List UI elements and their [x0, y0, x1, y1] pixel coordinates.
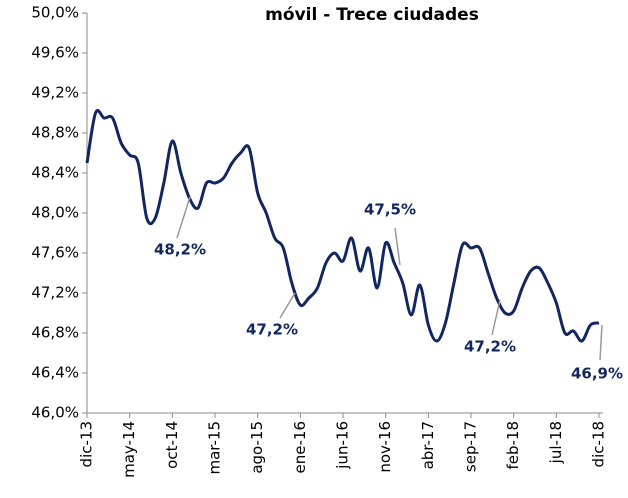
- x-tick-label: oct-14: [163, 421, 181, 469]
- x-tick-label: sep-17: [462, 421, 480, 472]
- y-tick-label: 46,0%: [31, 404, 79, 422]
- annotation: 47,2%: [464, 338, 516, 356]
- x-tick-label: ago-15: [248, 421, 266, 474]
- x-tick-label: jul-18: [547, 421, 565, 464]
- chart-title: móvil - Trece ciudades: [265, 5, 479, 25]
- y-tick-label: 47,2%: [31, 284, 79, 302]
- annotation-leader: [599, 324, 603, 361]
- annotation: 47,2%: [246, 321, 298, 339]
- x-tick-label: jun-16: [334, 421, 352, 470]
- x-tick-label: feb-18: [504, 421, 522, 470]
- x-tick-label: dic-18: [590, 421, 608, 467]
- y-tick-label: 49,2%: [31, 84, 79, 102]
- y-tick-label: 48,4%: [31, 164, 79, 182]
- annotation-leader: [394, 227, 401, 266]
- x-tick-label: abr-17: [419, 421, 437, 469]
- annotation: 46,9%: [571, 365, 623, 383]
- y-tick-label: 48,0%: [31, 204, 79, 222]
- y-tick-label: 50,0%: [31, 4, 79, 22]
- y-tick-label: 46,8%: [31, 324, 79, 342]
- x-tick-label: dic-13: [78, 421, 96, 467]
- annotation: 47,5%: [364, 201, 416, 219]
- y-tick-label: 47,6%: [31, 244, 79, 262]
- annotation-leader: [491, 299, 501, 336]
- y-tick-label: 49,6%: [31, 44, 79, 62]
- x-tick-label: nov-16: [376, 421, 394, 473]
- annotation-leader: [176, 196, 191, 239]
- annotation-leader: [279, 292, 296, 319]
- line-series: [85, 109, 600, 343]
- annotation: 48,2%: [154, 241, 206, 259]
- x-tick-label: ene-16: [291, 421, 309, 473]
- y-tick-label: 48,8%: [31, 124, 79, 142]
- x-tick-label: mar-15: [206, 421, 224, 475]
- y-tick-label: 46,4%: [31, 364, 79, 382]
- x-tick-label: may-14: [120, 421, 138, 478]
